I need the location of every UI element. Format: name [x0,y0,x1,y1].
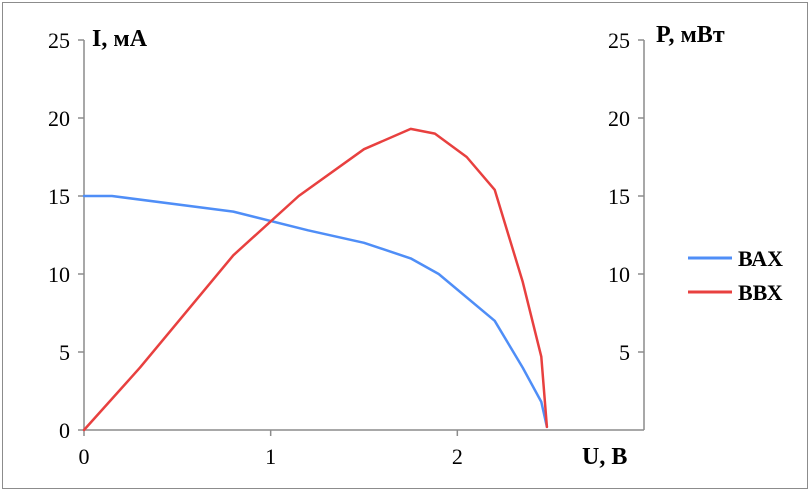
y-right-tick-label: 10 [608,262,630,287]
legend-label-2: ВВХ [738,280,783,305]
legend: ВАХ ВВХ [688,246,783,305]
axes: 0 5 10 15 20 25 5 10 15 20 25 0 1 2 I, мА P, мВт U, В [48,22,725,470]
y-right-tick-label: 5 [619,340,630,365]
x-axis-title: U, В [582,444,627,470]
series-lines [82,127,549,432]
y-left-tick-label: 10 [48,262,70,287]
y-left-tick-label: 25 [48,28,70,53]
x-tick-label: 0 [79,444,90,469]
y-left-tick-label: 15 [48,184,70,209]
legend-label-1: ВАХ [738,246,783,271]
series-line-1 [82,194,549,429]
y-left-axis-title: I, мА [92,26,148,52]
y-left-tick-label: 20 [48,106,70,131]
y-right-axis-title: P, мВт [656,22,725,48]
y-right-tick-label: 20 [608,106,630,131]
y-right-tick-label: 25 [608,28,630,53]
y-left-tick-label: 0 [59,418,70,443]
series-line-2 [82,127,549,432]
y-right-tick-label: 15 [608,184,630,209]
x-tick-label: 1 [265,444,276,469]
y-left-tick-label: 5 [59,340,70,365]
x-tick-label: 2 [452,444,463,469]
